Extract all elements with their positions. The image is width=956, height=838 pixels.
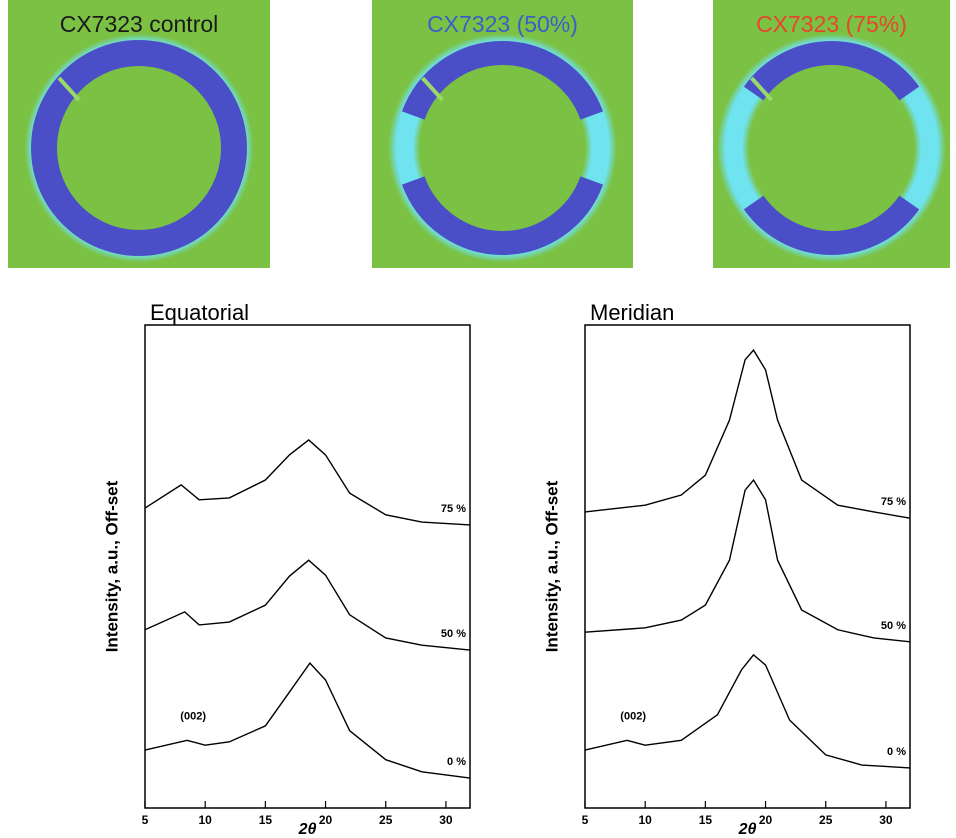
chart-title: Equatorial [150,300,249,325]
annotation: (002) [620,710,646,722]
y-axis-label: Intensity, a.u., Off-set [102,480,121,652]
series-label: 75 % [881,496,906,508]
x-tick-label: 10 [639,813,653,827]
plot-frame [584,324,911,809]
x-tick-label: 20 [319,813,333,827]
series-label: 0 % [887,746,906,758]
data-line [144,661,471,779]
x-tick-label: 30 [879,813,893,827]
data-line [144,439,471,526]
x-tick-label: 25 [819,813,833,827]
series-label: 50 % [881,620,906,632]
series-label: 50 % [441,628,466,640]
x-tick-label: 30 [439,813,453,827]
ring-arc [743,41,920,101]
ring-halo [384,30,621,266]
chart-title: Meridian [590,300,674,325]
x-tick-label: 20 [759,813,773,827]
series-label: 75 % [441,503,466,515]
chart: 0 % 50 % 75 % Meridian 5 10 15 20 25 30 2θ Intensit… [542,300,911,838]
data-line [584,348,911,519]
ring [31,40,247,256]
plot-frame [144,324,471,809]
panel-label: CX7323 (75%) [756,11,907,37]
panel-label: CX7323 (50%) [427,11,578,37]
x-tick-label: 10 [199,813,213,827]
data-line [584,478,911,643]
x-axis-label: 2θ [738,821,757,838]
x-tick-label: 15 [259,813,273,827]
data-line [584,653,911,769]
beamstop [750,76,773,102]
x-tick-label: 15 [699,813,713,827]
panel-label: CX7323 control [60,11,219,37]
x-axis-label: 2θ [298,821,317,838]
beamstop [421,76,444,102]
y-axis-label: Intensity, a.u., Off-set [542,480,561,652]
x-tick-label: 25 [379,813,393,827]
ring-arc [401,176,604,255]
x-tick-label: 5 [582,813,589,827]
data-line [144,559,471,651]
series-label: 0 % [447,756,466,768]
ring-arc [743,195,920,255]
beamstop [57,76,81,102]
ring-halo [713,30,950,266]
chart: 0 % 50 % 75 % Equatorial 5 10 15 20 25 30 2θ Intens… [102,300,471,838]
x-tick-label: 5 [142,813,149,827]
annotation: (002) [180,710,206,722]
